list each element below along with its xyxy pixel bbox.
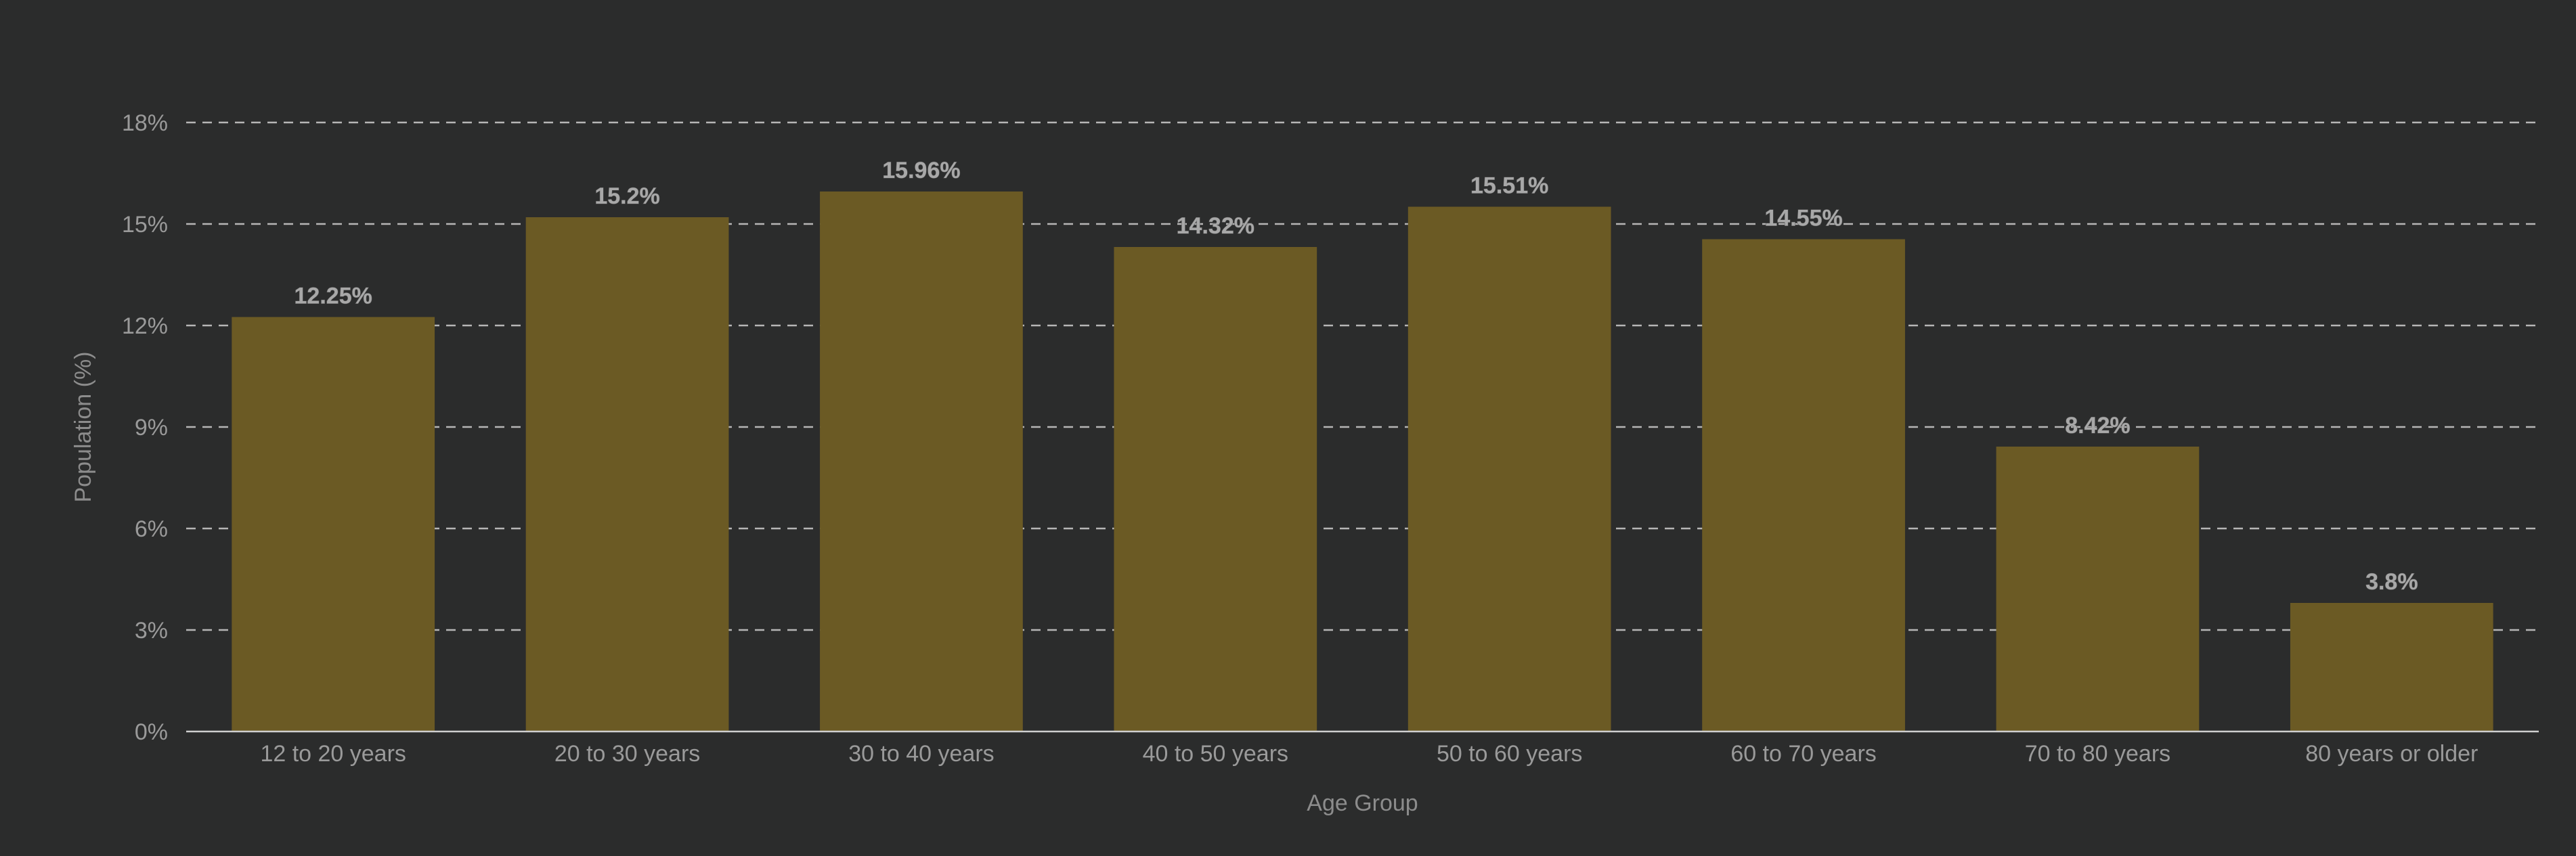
data-label: 15.2% bbox=[594, 183, 659, 209]
bar bbox=[820, 192, 1023, 731]
bar bbox=[1996, 447, 2200, 731]
bar bbox=[2290, 603, 2493, 731]
x-tick-label: 12 to 20 years bbox=[260, 741, 406, 767]
data-labels: 12.25% 15.2% 15.96% 14.32% 15.51% 14.55% 8.42%… bbox=[294, 158, 2418, 595]
bar bbox=[1407, 206, 1611, 731]
y-tick-label: 12% bbox=[122, 313, 168, 339]
data-label: 3.8% bbox=[2365, 569, 2418, 595]
x-tick-label: 80 years or older bbox=[2305, 741, 2478, 767]
x-axis-ticks: 12 to 20 years 20 to 30 years 30 to 40 yea… bbox=[260, 741, 2478, 767]
x-tick-label: 70 to 80 years bbox=[2025, 741, 2170, 767]
data-label: 8.42% bbox=[2065, 413, 2130, 438]
x-tick-label: 30 to 40 years bbox=[848, 741, 994, 767]
x-tick-label: 60 to 70 years bbox=[1730, 741, 1876, 767]
bars bbox=[232, 192, 2493, 731]
data-label: 12.25% bbox=[294, 284, 372, 309]
y-tick-label: 3% bbox=[135, 618, 168, 644]
bar bbox=[525, 217, 729, 731]
bar bbox=[1114, 247, 1317, 731]
x-tick-label: 50 to 60 years bbox=[1437, 741, 1582, 767]
y-tick-label: 0% bbox=[135, 719, 168, 745]
x-tick-label: 40 to 50 years bbox=[1143, 741, 1288, 767]
x-tick-label: 20 to 30 years bbox=[554, 741, 700, 767]
y-axis-ticks: 0% 3% 6% 9% 12% 15% 18% bbox=[122, 110, 168, 745]
data-label: 14.55% bbox=[1764, 206, 1842, 231]
bar bbox=[1702, 239, 1905, 731]
y-tick-label: 18% bbox=[122, 110, 168, 136]
data-label: 15.96% bbox=[882, 158, 960, 183]
y-axis-title: Population (%) bbox=[70, 351, 96, 502]
y-tick-label: 15% bbox=[122, 212, 168, 238]
bar bbox=[232, 317, 435, 731]
y-tick-label: 6% bbox=[135, 516, 168, 542]
data-label: 14.32% bbox=[1177, 213, 1254, 239]
data-label: 15.51% bbox=[1470, 173, 1548, 199]
y-tick-label: 9% bbox=[135, 415, 168, 441]
x-axis-title: Age Group bbox=[1307, 790, 1418, 816]
